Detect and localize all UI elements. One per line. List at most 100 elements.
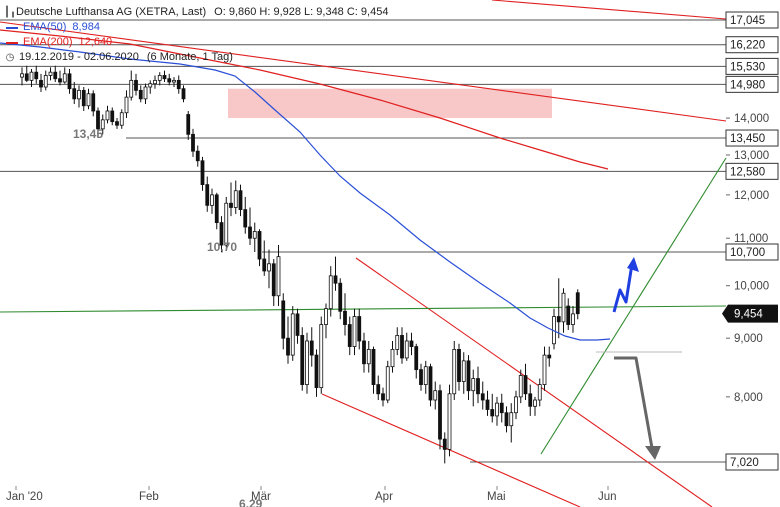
candle[interactable] bbox=[542, 346, 547, 391]
candle[interactable] bbox=[186, 110, 191, 140]
candle[interactable] bbox=[414, 343, 419, 379]
candle[interactable] bbox=[105, 105, 110, 124]
candle[interactable] bbox=[466, 355, 471, 401]
candle[interactable] bbox=[276, 245, 281, 307]
candle[interactable] bbox=[86, 88, 91, 110]
candle[interactable] bbox=[333, 256, 338, 291]
candle[interactable] bbox=[442, 432, 447, 464]
candle[interactable] bbox=[404, 332, 409, 361]
candle[interactable] bbox=[537, 378, 542, 407]
candle[interactable] bbox=[267, 249, 271, 289]
candle[interactable] bbox=[224, 196, 229, 248]
candle[interactable] bbox=[195, 145, 200, 167]
candle[interactable] bbox=[428, 363, 433, 407]
candle[interactable] bbox=[205, 176, 210, 212]
candle[interactable] bbox=[476, 366, 480, 404]
candle[interactable] bbox=[229, 182, 233, 217]
candle[interactable] bbox=[200, 156, 205, 191]
candle[interactable] bbox=[210, 188, 214, 214]
candle[interactable] bbox=[20, 67, 24, 86]
candle[interactable] bbox=[115, 118, 119, 129]
candle[interactable] bbox=[290, 306, 295, 361]
candle[interactable] bbox=[390, 340, 395, 373]
candle[interactable] bbox=[566, 298, 571, 330]
candle[interactable] bbox=[96, 107, 100, 139]
candle[interactable] bbox=[48, 67, 53, 81]
candle[interactable] bbox=[504, 406, 509, 433]
candle[interactable] bbox=[53, 65, 58, 83]
candle[interactable] bbox=[357, 308, 362, 350]
candle[interactable] bbox=[134, 73, 138, 96]
candle[interactable] bbox=[181, 85, 186, 103]
candle[interactable] bbox=[238, 184, 243, 217]
candle[interactable] bbox=[305, 332, 309, 394]
candle[interactable] bbox=[233, 180, 238, 214]
candle[interactable] bbox=[561, 288, 566, 333]
candle[interactable] bbox=[167, 73, 172, 86]
candle[interactable] bbox=[162, 70, 167, 83]
candle[interactable] bbox=[499, 393, 504, 423]
candle[interactable] bbox=[43, 70, 48, 91]
candle[interactable] bbox=[100, 114, 105, 135]
candle[interactable] bbox=[438, 384, 442, 450]
candle[interactable] bbox=[347, 316, 352, 356]
candle[interactable] bbox=[471, 369, 476, 407]
candle[interactable] bbox=[157, 72, 162, 86]
candle[interactable] bbox=[252, 222, 257, 252]
candle[interactable] bbox=[81, 87, 86, 111]
candle[interactable] bbox=[343, 293, 347, 336]
candle[interactable] bbox=[148, 80, 153, 94]
candle[interactable] bbox=[328, 266, 333, 317]
candle[interactable] bbox=[528, 384, 533, 416]
candle[interactable] bbox=[286, 316, 290, 364]
candle[interactable] bbox=[400, 327, 404, 364]
candle[interactable] bbox=[262, 240, 267, 276]
candle[interactable] bbox=[295, 308, 300, 344]
candle[interactable] bbox=[385, 360, 390, 404]
candle[interactable] bbox=[153, 75, 157, 89]
candle[interactable] bbox=[419, 363, 423, 391]
candle[interactable] bbox=[62, 67, 67, 84]
candle[interactable] bbox=[72, 82, 77, 105]
candle[interactable] bbox=[452, 340, 457, 401]
candle[interactable] bbox=[547, 346, 552, 367]
candle[interactable] bbox=[281, 293, 286, 350]
candle[interactable] bbox=[248, 207, 252, 246]
candle[interactable] bbox=[39, 73, 43, 93]
candle[interactable] bbox=[172, 77, 176, 88]
candle[interactable] bbox=[29, 68, 34, 88]
candle[interactable] bbox=[366, 340, 371, 373]
candle[interactable] bbox=[514, 390, 518, 420]
candle[interactable] bbox=[376, 375, 381, 401]
candle[interactable] bbox=[423, 360, 428, 394]
candle[interactable] bbox=[324, 303, 328, 339]
candle[interactable] bbox=[24, 65, 29, 83]
candle[interactable] bbox=[300, 327, 305, 391]
candle[interactable] bbox=[34, 65, 39, 84]
candle[interactable] bbox=[480, 381, 485, 410]
candle[interactable] bbox=[124, 90, 129, 119]
candle[interactable] bbox=[457, 343, 461, 391]
candle[interactable] bbox=[395, 327, 400, 356]
candle[interactable] bbox=[191, 128, 195, 157]
candle[interactable] bbox=[271, 259, 276, 307]
candle[interactable] bbox=[552, 308, 556, 350]
candle[interactable] bbox=[176, 75, 181, 94]
candle[interactable] bbox=[110, 107, 115, 126]
candle[interactable] bbox=[362, 332, 366, 373]
candle[interactable] bbox=[58, 70, 62, 86]
candle[interactable] bbox=[219, 216, 224, 252]
candle[interactable] bbox=[243, 196, 248, 234]
candle[interactable] bbox=[143, 83, 148, 105]
candle[interactable] bbox=[214, 192, 219, 230]
candle[interactable] bbox=[338, 278, 343, 320]
candle[interactable] bbox=[381, 387, 385, 407]
legend-ema200[interactable]: EMA(200) 12,640 bbox=[4, 35, 388, 50]
candle[interactable] bbox=[518, 369, 523, 404]
candle[interactable] bbox=[319, 316, 324, 394]
candle[interactable] bbox=[533, 396, 537, 416]
candle[interactable] bbox=[77, 85, 81, 108]
candle[interactable] bbox=[314, 349, 319, 397]
candle[interactable] bbox=[352, 308, 357, 356]
